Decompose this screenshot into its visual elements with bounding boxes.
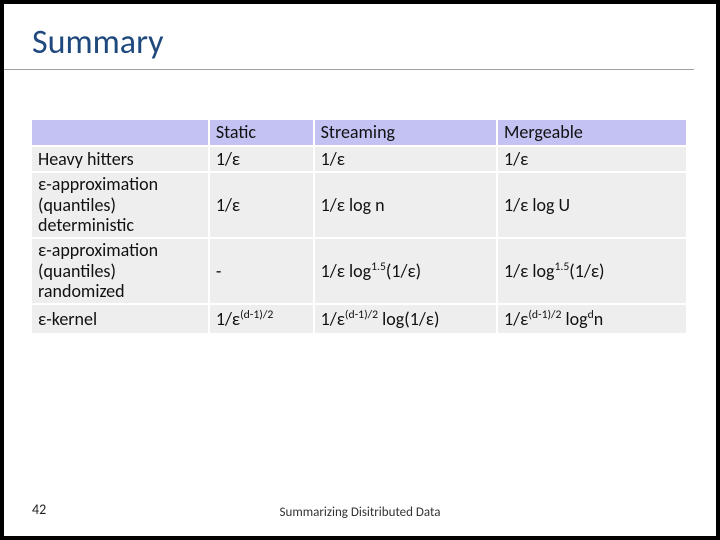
cell-static: 1/ε(d-1)/2 — [209, 304, 314, 334]
footer-caption: Summarizing Disitributed Data — [4, 505, 716, 520]
cell-mergeable: 1/ε(d-1)/2 logdn — [497, 304, 687, 334]
cell-static: - — [209, 238, 314, 304]
row-label: ε-approximation (quantiles) randomized — [32, 238, 209, 304]
row-label: ε-kernel — [32, 304, 209, 334]
cell-static: 1/ε — [209, 146, 314, 172]
table-row: ε-approximation (quantiles) randomized -… — [32, 238, 687, 304]
header-mergeable: Mergeable — [497, 120, 687, 146]
cell-streaming: 1/ε log1.5(1/ε) — [314, 238, 497, 304]
cell-mergeable: 1/ε — [497, 146, 687, 172]
cell-streaming: 1/ε — [314, 146, 497, 172]
cell-static: 1/ε — [209, 172, 314, 238]
table-header-row: Static Streaming Mergeable — [32, 120, 687, 146]
summary-table: Static Streaming Mergeable Heavy hitters… — [32, 120, 688, 335]
cell-streaming: 1/ε log n — [314, 172, 497, 238]
cell-streaming: 1/ε(d-1)/2 log(1/ε) — [314, 304, 497, 334]
header-corner — [32, 120, 209, 146]
cell-mergeable: 1/ε log1.5(1/ε) — [497, 238, 687, 304]
table-row: ε-kernel 1/ε(d-1)/2 1/ε(d-1)/2 log(1/ε) … — [32, 304, 687, 334]
table-row: Heavy hitters 1/ε 1/ε 1/ε — [32, 146, 687, 172]
header-static: Static — [209, 120, 314, 146]
slide-title: Summary — [4, 4, 694, 70]
header-streaming: Streaming — [314, 120, 497, 146]
row-label: Heavy hitters — [32, 146, 209, 172]
row-label: ε-approximation (quantiles) deterministi… — [32, 172, 209, 238]
summary-table-container: Static Streaming Mergeable Heavy hitters… — [32, 120, 688, 335]
table-row: ε-approximation (quantiles) deterministi… — [32, 172, 687, 238]
cell-mergeable: 1/ε log U — [497, 172, 687, 238]
